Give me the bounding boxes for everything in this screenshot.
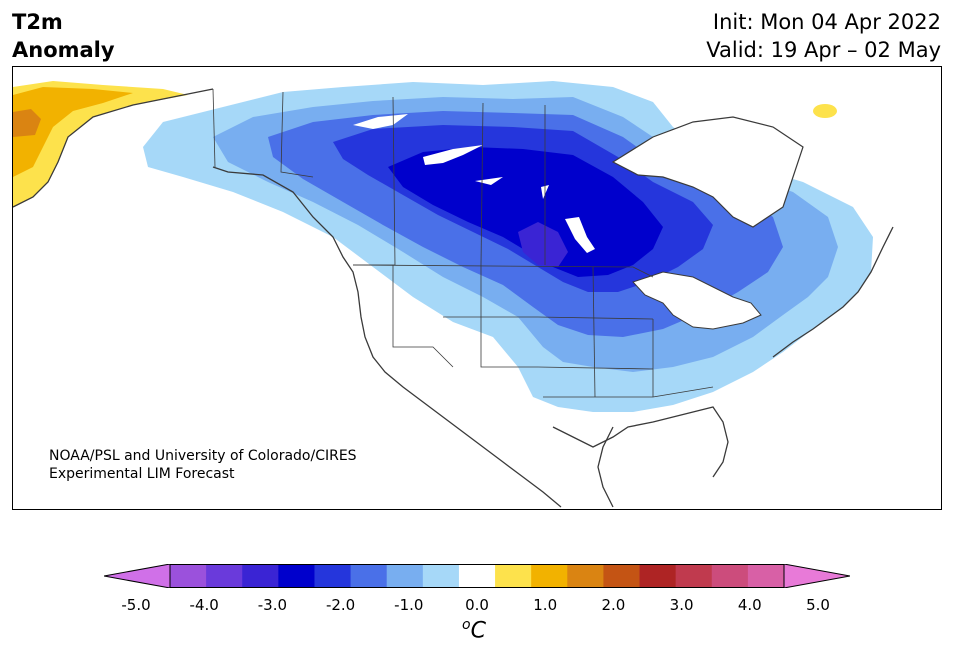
colorbar-bin [747, 564, 785, 588]
degree-symbol: o [462, 617, 471, 633]
colorbar-bin [711, 564, 749, 588]
political-borders [212, 88, 714, 398]
colorbar-bin [278, 564, 315, 588]
unit-letter: C [470, 618, 486, 644]
colorbar-bin [603, 564, 641, 588]
colorbar-tick-label: 5.0 [806, 596, 830, 614]
colorbar-tick-label: 2.0 [601, 596, 626, 614]
colorbar-bin [350, 564, 388, 588]
colorbar-bin [531, 564, 568, 588]
lake-athabasca [475, 177, 503, 185]
title-line-2: Anomaly [12, 38, 115, 62]
colorbar-bin [206, 564, 243, 588]
lake-winnipeg [565, 217, 595, 253]
colorbar-tick-label: -5.0 [121, 596, 151, 614]
forecast-dates: Init: Mon 04 Apr 2022 Valid: 19 Apr – 02… [706, 8, 941, 64]
colorbar-bin [242, 564, 279, 588]
map-canvas [13, 67, 942, 510]
credit-overlay [13, 67, 942, 510]
colorbar-tick-label: -4.0 [189, 596, 219, 614]
colorbar-tick-label: 0.0 [465, 596, 489, 614]
colorbar-bin [495, 564, 532, 588]
init-date: Init: Mon 04 Apr 2022 [712, 10, 941, 34]
anomaly-map: NOAA/PSL and University of Colorado/CIRE… [12, 66, 942, 510]
colorbar-bin [170, 564, 207, 588]
colorbar-bin [458, 564, 496, 588]
greenland-warm-spot [813, 104, 837, 118]
great-slave-lake [423, 145, 483, 165]
credit-line-1: NOAA/PSL and University of Colorado/CIRE… [49, 448, 357, 464]
great-lakes [632, 271, 762, 330]
colorbar [104, 564, 850, 588]
hudson-bay [611, 116, 804, 228]
cold-level-5 [388, 147, 663, 277]
title-line-1: T2m [12, 10, 63, 34]
colorbar-tick-label: -1.0 [394, 596, 424, 614]
colorbar-over-triangle [783, 564, 850, 588]
colorbar-tick-label: -2.0 [325, 596, 356, 614]
colorbar-tick-label: 4.0 [737, 596, 762, 614]
colorbar-bin [639, 564, 677, 588]
alaska-warm-hot [13, 109, 41, 137]
credit-line-2: Experimental LIM Forecast [49, 466, 235, 482]
colorbar-bin [314, 564, 352, 588]
cold-level-6 [518, 222, 568, 267]
alaska-warm-core [13, 87, 133, 177]
colorbar-tick-label: 3.0 [669, 596, 694, 614]
colorbar-tick-label: 1.0 [533, 596, 558, 614]
map-title: T2m Anomaly [12, 8, 115, 64]
colorbar-under-triangle [104, 564, 171, 588]
valid-range: Valid: 19 Apr – 02 May [706, 38, 941, 62]
colorbar-bin [422, 564, 460, 588]
colorbar-bin [386, 564, 424, 588]
great-bear-lake [353, 114, 408, 129]
colorbar-bin [675, 564, 713, 588]
coastlines [13, 88, 894, 508]
colorbar-bin [567, 564, 604, 588]
colorbar-tick-label: -3.0 [257, 596, 288, 614]
credit-text: NOAA/PSL and University of Colorado/CIRE… [49, 447, 357, 483]
colorbar-unit: oC [462, 617, 486, 643]
colorbar-tick-labels: -5.0 -4.0 -3.0 -2.0 -1.0 0.0 1.0 2.0 3.0 4.0 5.0 [0, 596, 953, 616]
